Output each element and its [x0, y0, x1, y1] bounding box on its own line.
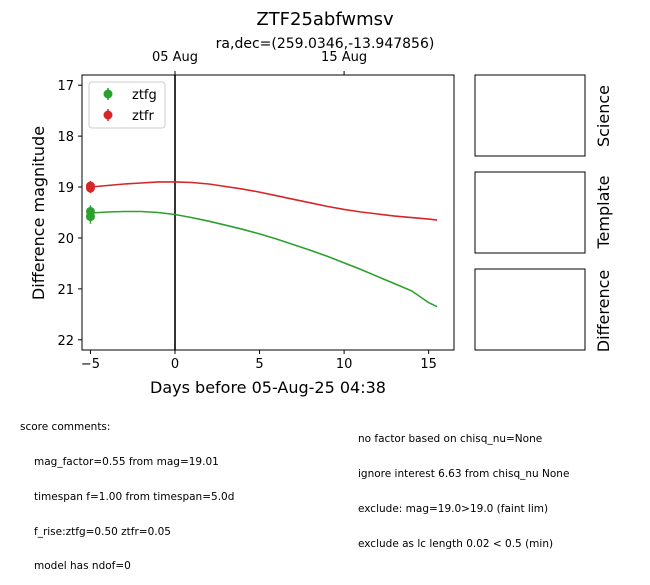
y-tick-label: 21 — [57, 283, 74, 298]
legend-ztfr-label: ztfr — [132, 109, 154, 124]
top-tick-label: 15 Aug — [321, 50, 367, 65]
score-comment-line: model has ndof=0 — [34, 560, 131, 573]
template-label: Template — [594, 175, 613, 249]
x-tick-label: 0 — [171, 357, 179, 372]
score-comments-right: no factor based on chisq_nu=None ignore … — [358, 411, 569, 562]
score-comment-line: mag_factor=0.55 from mag=19.01 — [34, 455, 219, 468]
score-comment-line: exclude as lc length 0.02 < 0.5 (min) — [358, 537, 554, 550]
score-comments-heading: score comments: — [20, 421, 111, 434]
score-comment-line: f_rise:ztfg=0.50 ztfr=0.05 — [34, 525, 171, 538]
x-tick-label: 5 — [255, 357, 263, 372]
x-tick-label: 15 — [420, 357, 437, 372]
score-comment-line: exclude: mag=19.0>19.0 (faint lim) — [358, 502, 549, 515]
legend-ztfg-marker — [103, 89, 113, 99]
y-tick-label: 22 — [57, 334, 74, 349]
ztfr-point — [85, 183, 95, 193]
science-panel — [474, 74, 586, 157]
science-label: Science — [594, 85, 613, 147]
ztfr-model-line — [90, 181, 438, 221]
ztfg-point — [85, 212, 95, 222]
legend-ztfg-label: ztfg — [132, 88, 157, 103]
y-tick-label: 19 — [57, 181, 74, 196]
difference-label: Difference — [594, 270, 613, 352]
score-comments-left: score comments: mag_factor=0.55 from mag… — [20, 399, 234, 585]
y-tick-label: 17 — [57, 79, 74, 94]
plot-frame — [81, 74, 455, 351]
x-tick-label: 10 — [336, 357, 353, 372]
y-axis-label: Difference magnitude — [29, 126, 48, 300]
ztfg-model-line — [90, 210, 438, 308]
legend-ztfr-marker — [103, 110, 113, 120]
top-tick-label: 05 Aug — [152, 50, 198, 65]
figure: ZTF25abfwmsv ra,dec=(259.0346,-13.947856… — [29, 9, 613, 397]
template-panel — [474, 171, 586, 254]
difference-panel — [474, 268, 586, 351]
score-comment-line: timespan f=1.00 from timespan=5.0d — [34, 490, 235, 503]
legend: ztfg ztfr — [88, 81, 166, 129]
chart-title: ZTF25abfwmsv — [256, 9, 394, 30]
chart-subtitle: ra,dec=(259.0346,-13.947856) — [216, 36, 435, 52]
y-tick-label: 18 — [57, 130, 74, 145]
score-comment-line: ignore interest 6.63 from chisq_nu None — [358, 467, 570, 480]
x-axis-label: Days before 05-Aug-25 04:38 — [150, 378, 386, 397]
x-tick-label: −5 — [81, 357, 100, 372]
score-comment-line: no factor based on chisq_nu=None — [358, 433, 543, 446]
y-tick-label: 20 — [57, 232, 74, 247]
